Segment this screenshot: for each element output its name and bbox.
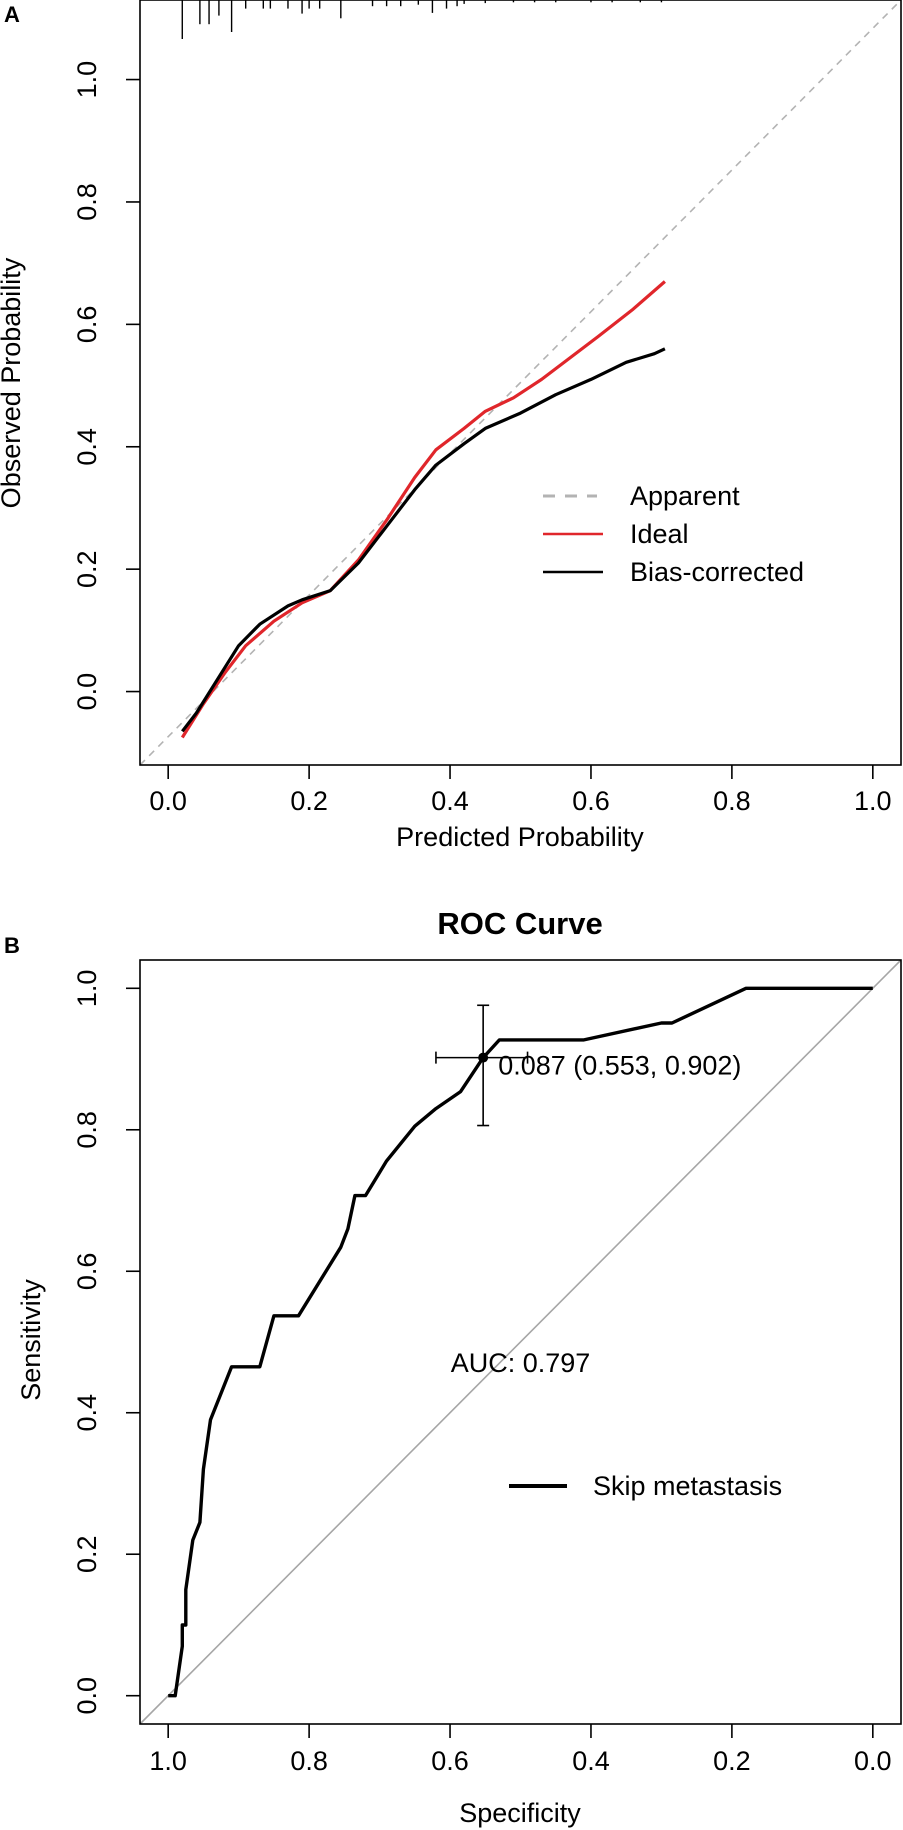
x-tick-label-a: 0.8 — [713, 786, 751, 816]
y-tick-label-b: 0.2 — [72, 1535, 102, 1573]
reference-diagonal — [139, 959, 902, 1725]
y-tick-label-a: 0.8 — [72, 183, 102, 221]
calibration-lines — [139, 0, 902, 766]
legend-b: Skip metastasis — [509, 1471, 782, 1501]
x-tick-label-b: 1.0 — [149, 1746, 187, 1776]
x-axis-label-b: Specificity — [459, 1798, 581, 1828]
x-tick-label-a: 0.4 — [431, 786, 469, 816]
roc-lines — [139, 959, 902, 1725]
x-tick-label-a: 0.6 — [572, 786, 610, 816]
y-tick-label-b: 0.8 — [72, 1111, 102, 1149]
x-axis-label-a: Predicted Probability — [396, 822, 644, 852]
roc-plot: B ROC Curve 1.0 0.8 0.6 0.4 0.2 0.0 0.0 0.2 0.4… — [4, 906, 902, 1828]
x-axis-b: 1.0 0.8 0.6 0.4 0.2 0.0 — [149, 1724, 892, 1776]
panel-label-a: A — [4, 2, 20, 27]
y-axis-label-b: Sensitivity — [16, 1279, 46, 1401]
x-tick-label-b: 0.0 — [854, 1746, 892, 1776]
y-tick-label-b: 0.4 — [72, 1394, 102, 1432]
y-axis-label-a: Observed Probability — [0, 257, 26, 508]
y-tick-label-a: 0.6 — [72, 306, 102, 344]
plot-frame-b — [139, 959, 902, 1725]
x-tick-label-b: 0.6 — [431, 1746, 469, 1776]
y-tick-label-a: 0.2 — [72, 550, 102, 588]
series-line-apparent — [139, 0, 902, 766]
x-tick-label-a: 1.0 — [854, 786, 892, 816]
chart-title-b: ROC Curve — [437, 906, 602, 941]
y-tick-label-b: 0.0 — [72, 1677, 102, 1715]
x-tick-label-b: 0.4 — [572, 1746, 610, 1776]
y-tick-label-b: 1.0 — [72, 970, 102, 1008]
panel-label-b: B — [4, 933, 20, 958]
y-tick-label-a: 0.4 — [72, 428, 102, 466]
y-axis-a: 0.0 0.2 0.4 0.6 0.8 1.0 — [72, 61, 140, 711]
x-tick-label-a: 0.0 — [149, 786, 187, 816]
threshold-point — [435, 1004, 529, 1127]
plot-frame-a — [139, 0, 902, 766]
legend-label-bias-corrected: Bias-corrected — [630, 557, 804, 587]
legend-label-ideal: Ideal — [630, 519, 689, 549]
calibration-plot: A 0.0 0.2 0.4 0.6 0.8 1.0 0.00.20.40.60.81.0 … — [0, 0, 902, 852]
legend-label-apparent: Apparent — [630, 481, 740, 511]
series-line-bias-corrected — [181, 347, 666, 733]
legend-a: Apparent Ideal Bias-corrected — [543, 481, 804, 587]
threshold-marker — [478, 1052, 489, 1063]
y-axis-b: 0.0 0.2 0.4 0.6 0.8 1.0 — [72, 970, 140, 1715]
y-tick-label-a: 1.0 — [72, 61, 102, 99]
x-tick-label-a: 0.2 — [290, 786, 328, 816]
series-line-ideal — [180, 280, 666, 739]
x-tick-label-b: 0.2 — [713, 1746, 751, 1776]
y-tick-label-a: 0.0 — [72, 673, 102, 711]
y-tick-label-b: 0.6 — [72, 1253, 102, 1291]
auc-label: AUC: 0.797 — [451, 1348, 591, 1378]
x-axis-a: 0.0 0.2 0.4 0.6 0.8 1.0 — [149, 765, 892, 816]
series-line-skip-metastasis — [168, 986, 873, 1698]
threshold-label: 0.087 (0.553, 0.902) — [498, 1051, 741, 1081]
rug-marks — [181, 0, 663, 39]
x-tick-label-b: 0.8 — [290, 1746, 328, 1776]
legend-label-skip-metastasis: Skip metastasis — [593, 1471, 782, 1501]
